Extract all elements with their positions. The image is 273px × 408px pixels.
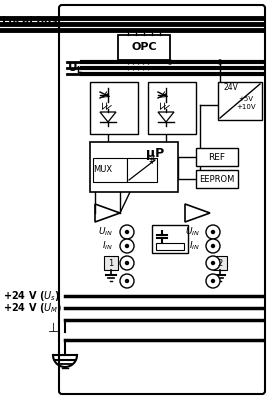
Bar: [127, 158, 157, 182]
Circle shape: [126, 231, 129, 233]
Bar: [90, 82, 138, 134]
Text: $I_{IN}$: $I_{IN}$: [102, 240, 113, 252]
Text: REF: REF: [209, 153, 225, 162]
Text: $I_{IN}$: $I_{IN}$: [189, 240, 200, 252]
Text: Local bus: Local bus: [2, 16, 58, 26]
Circle shape: [126, 262, 129, 264]
Text: +24 V ($U_s$): +24 V ($U_s$): [3, 289, 60, 303]
Bar: [148, 82, 196, 134]
Text: 24V: 24V: [224, 84, 238, 93]
Circle shape: [168, 60, 172, 64]
Circle shape: [212, 262, 215, 264]
Bar: [156, 243, 184, 250]
Bar: [218, 82, 262, 120]
Text: μP: μP: [146, 146, 164, 160]
Text: $\bot$: $\bot$: [45, 321, 59, 335]
Circle shape: [120, 239, 134, 253]
Circle shape: [218, 60, 222, 64]
Circle shape: [212, 279, 215, 282]
Circle shape: [120, 274, 134, 288]
Circle shape: [126, 279, 129, 282]
Text: +24 V ($U_M$): +24 V ($U_M$): [3, 301, 63, 315]
FancyBboxPatch shape: [59, 5, 265, 394]
Text: $U_{IN}$: $U_{IN}$: [185, 226, 200, 238]
Bar: [152, 225, 188, 253]
Text: 2: 2: [217, 259, 222, 268]
Bar: [196, 170, 238, 188]
Text: $U_{IN}$: $U_{IN}$: [98, 226, 113, 238]
Bar: [90, 142, 178, 192]
Text: 1: 1: [108, 259, 114, 268]
Text: +5V: +5V: [239, 96, 254, 102]
Circle shape: [126, 244, 129, 248]
Bar: [213, 256, 227, 270]
Circle shape: [120, 256, 134, 270]
Circle shape: [120, 225, 134, 239]
Text: EEPROM: EEPROM: [199, 175, 235, 184]
Text: +10V: +10V: [236, 104, 256, 110]
Bar: [118, 35, 170, 60]
Bar: [93, 158, 127, 182]
Text: $\mathbf{U_L}$: $\mathbf{U_L}$: [67, 60, 84, 75]
Circle shape: [206, 274, 220, 288]
Text: OPC: OPC: [131, 42, 157, 52]
Circle shape: [206, 239, 220, 253]
Circle shape: [212, 231, 215, 233]
Bar: [104, 256, 118, 270]
Text: #: #: [149, 157, 155, 166]
Circle shape: [206, 225, 220, 239]
Circle shape: [212, 244, 215, 248]
Circle shape: [206, 256, 220, 270]
Bar: [196, 148, 238, 166]
Text: MUX: MUX: [93, 166, 112, 175]
